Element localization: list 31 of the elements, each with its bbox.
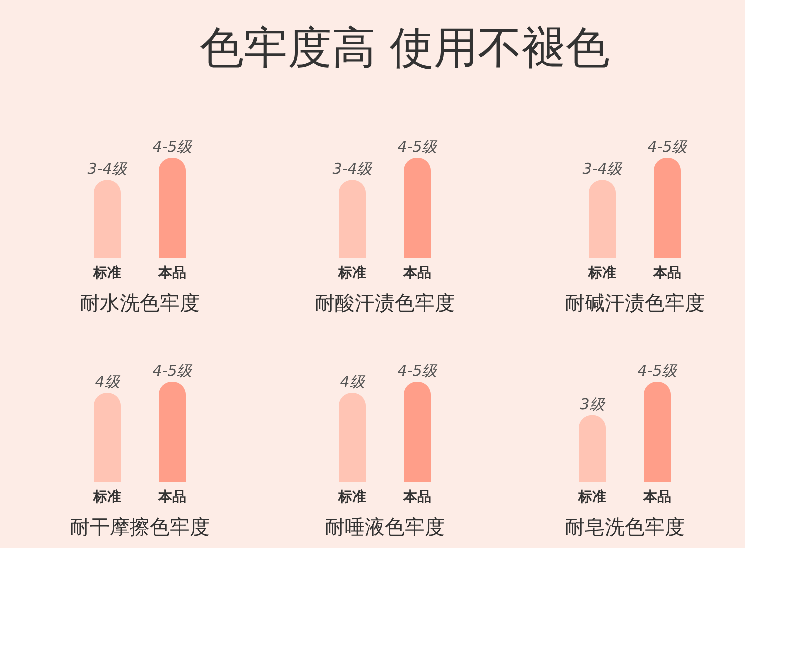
x-tick-label: 本品 [402,490,432,506]
text: 耐皂洗色牢度 [565,515,685,539]
data-label: 3-4级 [582,160,624,178]
data-label: 4-5级 [648,138,688,156]
data-label: 4级 [340,373,366,392]
x-tick-label: 本品 [402,266,432,282]
data-label: 4-5级 [398,138,438,156]
data-label: 3-4级 [332,160,374,178]
data-label: 4-5级 [152,138,194,156]
x-tick-label: 本品 [158,266,186,282]
x-tick-label: 标准 [338,490,366,506]
x-tick-label: 标准 [92,490,122,506]
data-label: 4-5级 [152,362,194,380]
text: 耐干摩擦色牢度 [70,515,210,539]
x-tick-label: 标准 [338,266,366,282]
text: 耐碱汗渍色牢度 [565,291,705,315]
x-tick-label: 本品 [158,490,186,506]
x-tick-label: 本品 [642,490,672,506]
text: 耐酸汗渍色牢度 [315,291,455,315]
data-label: 4-5级 [638,362,678,380]
x-tick-label: 标准 [92,266,122,282]
data-label: 3-4级 [88,160,128,178]
data-label: 4-5级 [398,362,438,380]
text: 耐唾液色牢度 [325,515,445,539]
x-tick-label: 本品 [652,266,682,282]
data-label: 3级 [580,395,606,414]
x-tick-label: 标准 [588,266,616,282]
x-tick-label: 标准 [578,490,606,506]
text: 耐水洗色牢度 [80,291,200,315]
data-label: 4级 [95,373,121,392]
text: 色牢度高 使用不褪色 [200,23,610,74]
